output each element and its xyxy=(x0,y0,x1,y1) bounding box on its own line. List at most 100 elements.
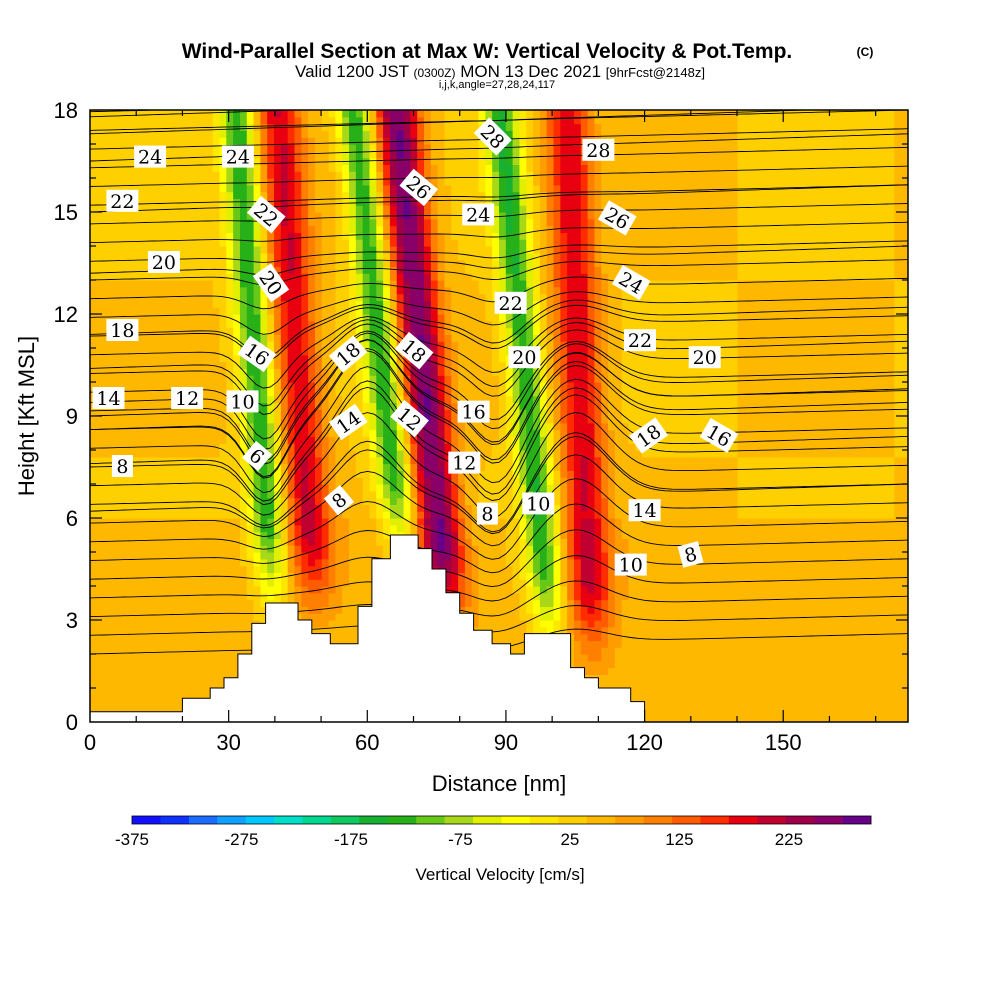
velocity-cell xyxy=(171,225,180,233)
velocity-cell xyxy=(205,416,214,424)
velocity-cell xyxy=(103,280,112,288)
velocity-cell xyxy=(110,538,118,546)
velocity-cell xyxy=(321,395,330,403)
velocity-cell xyxy=(96,586,105,594)
velocity-cell xyxy=(321,402,330,410)
velocity-cell xyxy=(178,218,187,227)
velocity-cell xyxy=(437,259,446,267)
velocity-cell xyxy=(321,144,330,152)
velocity-cell xyxy=(246,171,255,179)
velocity-cell xyxy=(464,599,473,607)
velocity-cell xyxy=(444,314,452,322)
velocity-cell xyxy=(424,259,432,267)
velocity-cell xyxy=(144,586,152,594)
velocity-cell xyxy=(294,137,302,145)
velocity-cell xyxy=(103,538,112,546)
velocity-cell xyxy=(205,164,214,172)
velocity-cell xyxy=(376,137,384,145)
velocity-cell xyxy=(90,361,98,369)
velocity-cell xyxy=(328,545,336,553)
velocity-cell xyxy=(362,123,371,131)
velocity-cell xyxy=(192,110,200,118)
velocity-cell xyxy=(294,416,302,424)
velocity-cell xyxy=(369,531,377,539)
velocity-cell xyxy=(117,592,125,601)
velocity-cell xyxy=(355,443,364,451)
velocity-cell xyxy=(389,314,398,322)
velocity-cell xyxy=(144,674,152,682)
velocity-cell xyxy=(90,545,98,553)
velocity-cell xyxy=(137,130,146,138)
velocity-cell xyxy=(314,409,323,417)
velocity-cell xyxy=(103,599,112,607)
velocity-cell xyxy=(369,171,377,179)
velocity-cell xyxy=(458,300,466,308)
velocity-cell xyxy=(349,599,357,607)
velocity-cell xyxy=(164,300,173,308)
velocity-cell xyxy=(103,307,112,315)
velocity-cell xyxy=(308,266,316,274)
velocity-cell xyxy=(171,592,180,601)
velocity-cell xyxy=(151,388,159,397)
velocity-cell xyxy=(192,205,200,213)
velocity-cell xyxy=(212,375,221,383)
velocity-cell xyxy=(342,293,350,301)
velocity-cell xyxy=(308,171,316,179)
velocity-cell xyxy=(185,450,193,458)
velocity-cell xyxy=(185,341,193,349)
velocity-cell xyxy=(430,368,439,376)
velocity-cell xyxy=(369,450,377,458)
velocity-cell xyxy=(430,388,439,397)
velocity-cell xyxy=(90,300,98,308)
velocity-cell xyxy=(376,436,384,444)
velocity-cell xyxy=(219,531,227,539)
velocity-cell xyxy=(464,572,473,580)
section-info: i,j,k,angle=27,28,24,117 xyxy=(439,79,555,91)
velocity-cell xyxy=(342,191,350,199)
velocity-cell xyxy=(355,246,364,254)
velocity-cell xyxy=(294,450,302,458)
velocity-cell xyxy=(389,518,398,526)
velocity-cell xyxy=(199,484,207,492)
velocity-cell xyxy=(164,110,173,118)
velocity-cell xyxy=(280,545,289,553)
velocity-cell xyxy=(430,552,439,560)
velocity-cell xyxy=(239,164,248,172)
velocity-cell xyxy=(137,273,146,281)
velocity-cell xyxy=(260,341,268,349)
velocity-cell xyxy=(280,314,289,322)
velocity-cell xyxy=(389,246,398,254)
velocity-cell xyxy=(396,259,405,267)
velocity-cell xyxy=(376,116,384,125)
velocity-cell xyxy=(458,266,466,274)
velocity-cell xyxy=(90,368,98,376)
velocity-cell xyxy=(349,558,357,567)
velocity-cell xyxy=(158,688,166,696)
velocity-cell xyxy=(349,205,357,213)
velocity-cell xyxy=(212,524,221,533)
velocity-cell xyxy=(164,531,173,539)
velocity-cell xyxy=(144,307,152,315)
velocity-cell xyxy=(335,334,343,342)
velocity-cell xyxy=(349,626,357,635)
velocity-cell xyxy=(192,171,200,179)
velocity-cell xyxy=(110,490,118,499)
velocity-cell xyxy=(96,477,105,485)
velocity-cell xyxy=(205,354,214,363)
velocity-cell xyxy=(117,572,125,580)
velocity-cell xyxy=(437,327,446,335)
velocity-cell xyxy=(349,368,357,376)
velocity-cell xyxy=(417,538,425,546)
velocity-cell xyxy=(430,232,439,240)
velocity-cell xyxy=(308,123,316,131)
velocity-cell xyxy=(369,341,377,349)
velocity-cell xyxy=(437,205,446,213)
velocity-cell xyxy=(383,327,391,335)
velocity-cell xyxy=(130,361,139,369)
velocity-cell xyxy=(192,178,200,186)
velocity-cell xyxy=(301,157,309,165)
velocity-cell xyxy=(403,504,411,512)
velocity-cell xyxy=(90,178,98,186)
velocity-cell xyxy=(212,110,221,118)
velocity-cell xyxy=(451,341,459,349)
